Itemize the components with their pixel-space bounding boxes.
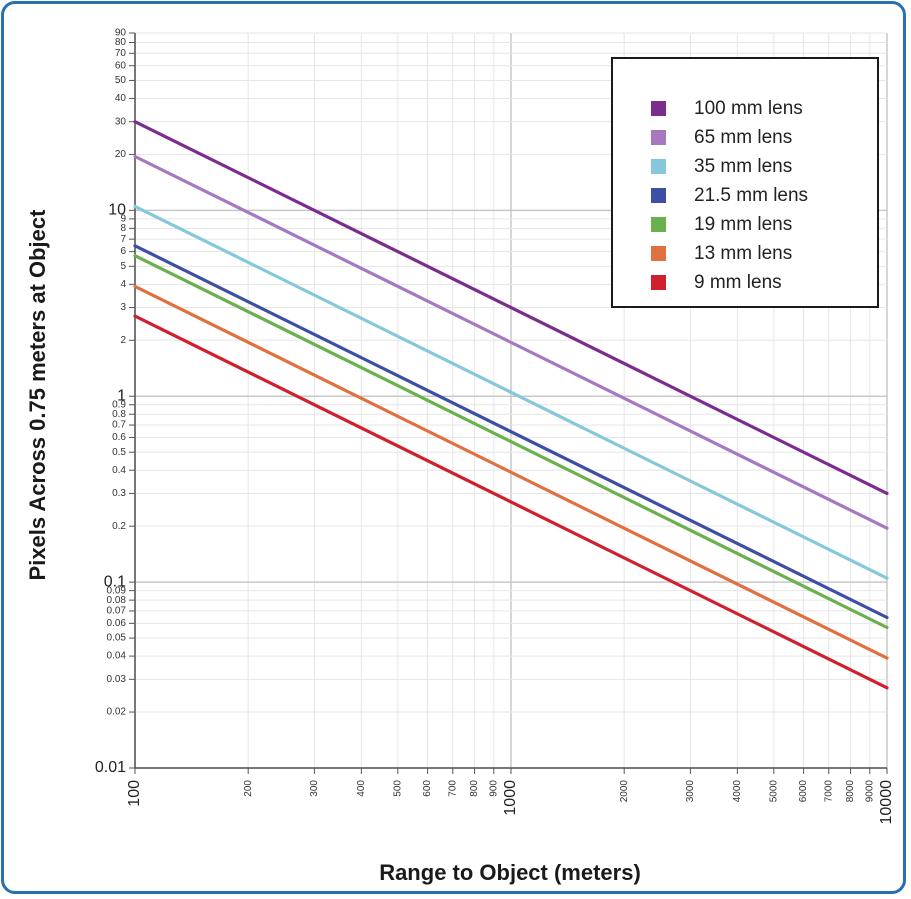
legend-label: 21.5 mm lens — [694, 185, 808, 206]
series-line — [133, 244, 889, 620]
y-tick-label: 0.7 — [112, 420, 126, 431]
legend: 100 mm lens 65 mm lens 35 mm lens 21.5 mm l… — [611, 57, 879, 308]
y-tick-label: 0.01 — [95, 759, 126, 776]
x-tick-labels: 200 300 400 500 600 700 800 900 2000 3000 4000 5000… — [126, 780, 895, 825]
legend-label: 100 mm lens — [694, 98, 803, 119]
x-tick-label: 300 — [309, 780, 320, 797]
y-tick-label: 20 — [115, 149, 127, 160]
legend-swatch — [651, 188, 666, 203]
y-tick-label: 40 — [115, 93, 127, 104]
y-tick-label: 0.5 — [112, 447, 126, 458]
x-tick-label: 400 — [356, 780, 367, 797]
x-tick-label: 800 — [469, 780, 480, 797]
series-line — [133, 254, 889, 630]
y-tick-label: 0.4 — [112, 465, 126, 476]
y-tick-label: 0.06 — [107, 618, 127, 629]
y-tick-label: 2 — [120, 335, 126, 346]
y-axis-title: Pixels Across 0.75 meters at Object — [25, 209, 50, 581]
y-tick-label: 8 — [120, 223, 126, 234]
x-tick-label: 8000 — [845, 780, 856, 803]
y-tick-label: 10 — [108, 202, 126, 219]
y-tick-label: 60 — [115, 60, 127, 71]
legend-swatch — [651, 130, 666, 145]
y-tick-label: 0.9 — [112, 399, 126, 410]
legend-swatch — [651, 101, 666, 116]
y-tick-label: 30 — [115, 116, 127, 127]
y-tick-label: 0.3 — [112, 488, 126, 499]
y-tick-label: 0.07 — [107, 606, 127, 617]
y-tick-label: 0.03 — [107, 674, 127, 685]
x-tick-label: 200 — [243, 780, 254, 797]
legend-swatch — [651, 159, 666, 174]
x-tick-label: 10000 — [878, 780, 895, 825]
y-tick-label: 0.2 — [112, 521, 126, 532]
legend-label: 13 mm lens — [694, 243, 792, 264]
legend-swatch — [651, 246, 666, 261]
x-tick-label: 100 — [126, 780, 143, 807]
series-line — [133, 204, 889, 580]
y-tick-label: 90 — [115, 28, 127, 39]
x-tick-label: 7000 — [823, 780, 834, 803]
y-tick-label: 0.6 — [112, 432, 126, 443]
legend-label: 65 mm lens — [694, 127, 792, 148]
x-tick-label: 5000 — [768, 780, 779, 803]
x-tick-label: 3000 — [685, 780, 696, 803]
x-tick-label: 900 — [488, 780, 499, 797]
y-tick-label: 70 — [115, 48, 127, 59]
series-lines — [133, 120, 889, 690]
x-tick-label: 4000 — [732, 780, 743, 803]
x-axis-title: Range to Object (meters) — [379, 860, 641, 885]
legend-swatch — [651, 275, 666, 290]
y-tick-label: 5 — [120, 261, 126, 272]
y-tick-label: 0.8 — [112, 409, 126, 420]
legend-box — [611, 57, 879, 308]
y-tick-label: 0.1 — [104, 573, 126, 590]
legend-items: 100 mm lens 65 mm lens 35 mm lens 21.5 mm l… — [651, 98, 808, 293]
y-tick-label: 0.04 — [107, 651, 127, 662]
series-line — [133, 120, 889, 495]
x-tick-label: 700 — [447, 780, 458, 797]
legend-label: 19 mm lens — [694, 214, 792, 235]
y-tick-label: 1 — [117, 387, 126, 404]
legend-label: 35 mm lens — [694, 156, 792, 177]
y-tick-label: 6 — [120, 246, 126, 257]
series-line — [133, 284, 889, 660]
series-line — [133, 314, 889, 690]
y-tick-labels: 0.02 0.03 0.04 0.05 0.060.070.080.09 0.2 0.3 0.… — [95, 28, 127, 777]
y-tick-label: 0.05 — [107, 633, 127, 644]
x-tick-label: 9000 — [864, 780, 875, 803]
x-tick-label: 600 — [422, 780, 433, 797]
legend-swatch — [651, 217, 666, 232]
y-tick-label: 50 — [115, 75, 127, 86]
y-tick-label: 80 — [115, 37, 127, 48]
series-line — [133, 154, 889, 530]
y-tick-label: 4 — [120, 279, 126, 290]
y-tick-label: 7 — [120, 234, 126, 245]
y-tick-label: 3 — [120, 302, 126, 313]
x-tick-label: 6000 — [798, 780, 809, 803]
y-tick-label: 0.09 — [107, 585, 127, 596]
y-tick-label: 0.02 — [107, 707, 127, 718]
x-tick-label: 2000 — [619, 780, 630, 803]
x-tick-label: 1000 — [502, 780, 519, 816]
y-tick-label: 9 — [120, 214, 126, 225]
x-tick-label: 500 — [392, 780, 403, 797]
y-tick-label: 0.08 — [107, 595, 127, 606]
legend-label: 9 mm lens — [694, 272, 782, 293]
